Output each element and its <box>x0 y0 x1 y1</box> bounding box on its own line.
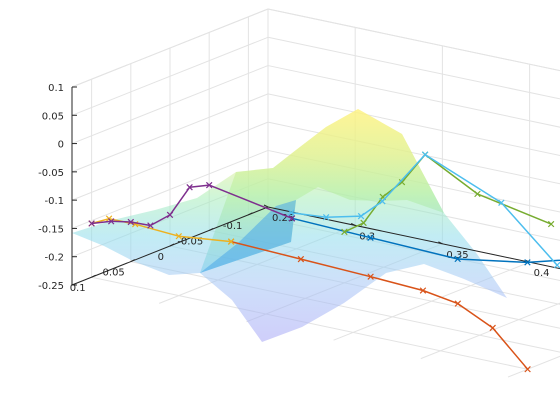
series-marker <box>360 219 367 227</box>
box-edge-left-top <box>71 8 269 88</box>
box-edge-back-top <box>267 8 560 72</box>
y-tick-label: -0.1 <box>223 221 243 232</box>
x-tick-label: 0.35 <box>446 250 468 261</box>
series-marker <box>524 365 531 373</box>
series-marker <box>88 220 95 227</box>
grid-line-z-back <box>267 8 560 72</box>
series-marker <box>489 324 496 332</box>
grid-line-z-back <box>267 36 560 100</box>
series-marker <box>524 259 531 266</box>
z-tick-label: -0.2 <box>44 253 64 264</box>
tick-labels: -0.25 -0.2 -0.15 -0.1 -0.05 0 0.05 0.1 -0.1 -0.05… <box>38 83 550 294</box>
series-marker <box>288 209 295 216</box>
y-tick <box>130 259 136 263</box>
series-marker <box>367 234 374 241</box>
series-marker <box>166 211 174 219</box>
surface-mesh <box>72 109 507 342</box>
z-tick-label: 0.05 <box>42 111 64 122</box>
x-tick <box>350 222 356 226</box>
series-marker <box>419 287 427 294</box>
z-tick-label: -0.25 <box>38 281 64 292</box>
y-tick <box>91 274 96 278</box>
z-tick-label: 0 <box>58 140 64 151</box>
series-lines <box>88 151 560 373</box>
y-tick-label: 0 <box>158 252 164 263</box>
y-tick <box>169 243 175 247</box>
grid-line-z-back <box>267 65 560 128</box>
series-marker <box>454 300 462 307</box>
series-marker <box>547 220 555 228</box>
series-marker <box>421 151 429 158</box>
y-tick-label: -0.05 <box>177 236 203 247</box>
grid-line-y-floor <box>91 276 528 370</box>
z-tick-label: 0.1 <box>48 83 64 94</box>
series-marker <box>553 261 560 269</box>
series-marker <box>357 212 365 220</box>
z-tick-label: -0.05 <box>38 168 64 179</box>
y-tick-label: 0.1 <box>70 283 86 294</box>
axes-box <box>71 86 560 286</box>
z-tick-label: -0.1 <box>44 196 64 207</box>
grid-line-x-floor <box>507 355 560 378</box>
y-tick <box>208 227 214 231</box>
series-marker <box>186 184 193 191</box>
x-tick-label: 0.4 <box>534 268 550 279</box>
series-marker <box>147 222 154 229</box>
surface-shadow <box>200 200 296 273</box>
series-marker <box>398 178 406 186</box>
series-marker <box>379 198 386 205</box>
series-marker <box>175 232 183 240</box>
series-marker <box>227 238 235 245</box>
series-marker <box>341 228 348 236</box>
grid-line-z-left <box>71 65 269 145</box>
grid-line-z-left <box>71 149 269 229</box>
series-marker <box>107 218 115 225</box>
grid-line-z-back <box>267 93 560 156</box>
x-tick <box>263 204 269 208</box>
grid-line-z-left <box>71 121 269 201</box>
x-axis-line <box>267 206 560 270</box>
grid-line-z-left <box>71 36 269 116</box>
grid-line-x-floor <box>420 302 560 360</box>
series-line-3 <box>91 184 293 227</box>
x-tick-label: 0.25 <box>272 213 294 224</box>
z-tick-label: -0.15 <box>38 224 64 235</box>
series-marker <box>498 199 505 207</box>
grid-line-y-floor <box>130 261 560 353</box>
series-marker <box>454 255 461 263</box>
grid-line-z-left <box>71 93 269 173</box>
y-tick-label: 0.05 <box>103 268 125 279</box>
x-tick <box>438 241 443 245</box>
series-marker <box>288 215 296 222</box>
series-marker <box>322 214 330 221</box>
y-tick <box>248 212 253 216</box>
series-marker <box>127 218 135 226</box>
series-marker <box>367 273 374 280</box>
series-marker <box>205 181 213 189</box>
series-marker <box>297 255 305 263</box>
series-marker <box>474 190 481 198</box>
